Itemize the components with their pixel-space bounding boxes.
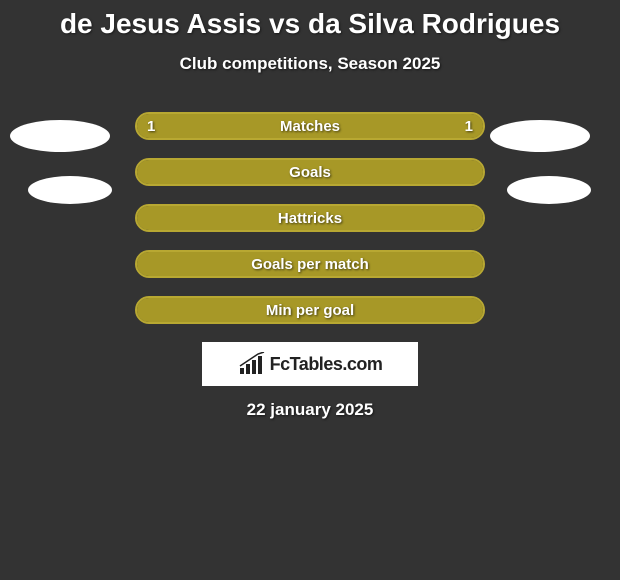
date-label: 22 january 2025 <box>0 400 620 420</box>
page-title: de Jesus Assis vs da Silva Rodrigues <box>0 0 620 40</box>
stat-row: Matches 1 1 <box>135 112 485 140</box>
stat-label: Matches <box>280 118 340 135</box>
avatar-left1 <box>10 120 110 152</box>
bar-fill-right <box>310 160 483 184</box>
brand-text: FcTables.com <box>270 354 383 375</box>
stat-label: Hattricks <box>278 210 342 227</box>
avatar-right1 <box>490 120 590 152</box>
stat-label: Min per goal <box>266 302 354 319</box>
stat-label: Goals per match <box>251 256 369 273</box>
bar-fill-left <box>137 160 310 184</box>
stat-row: Goals <box>135 158 485 186</box>
brand-box: FcTables.com <box>202 342 418 386</box>
stat-row: Min per goal <box>135 296 485 324</box>
stat-row: Goals per match <box>135 250 485 278</box>
stat-value-left: 1 <box>147 118 155 135</box>
avatar-right2 <box>507 176 591 204</box>
stat-row: Hattricks <box>135 204 485 232</box>
page-subtitle: Club competitions, Season 2025 <box>0 54 620 74</box>
brand-icon <box>238 352 266 376</box>
stat-label: Goals <box>289 164 331 181</box>
avatar-left2 <box>28 176 112 204</box>
stat-value-right: 1 <box>465 118 473 135</box>
comparison-chart: Matches 1 1 Goals Hattricks Goals per match Mi… <box>135 112 485 324</box>
